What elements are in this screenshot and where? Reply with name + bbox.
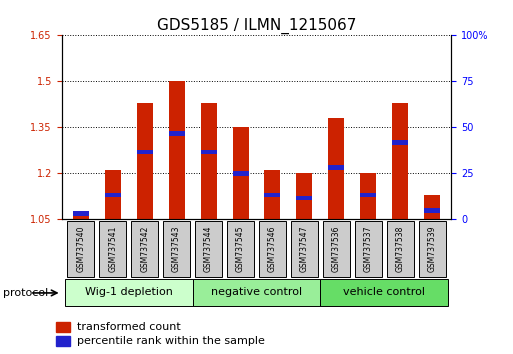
FancyBboxPatch shape: [387, 221, 413, 277]
Text: protocol: protocol: [3, 288, 48, 298]
Bar: [105, 170, 121, 219]
FancyBboxPatch shape: [163, 221, 190, 277]
FancyBboxPatch shape: [419, 221, 446, 277]
Bar: [232, 127, 248, 219]
Bar: [360, 193, 377, 197]
Bar: [392, 141, 408, 145]
Bar: [55, 336, 70, 346]
Text: GSM737542: GSM737542: [140, 225, 149, 272]
Bar: [201, 150, 216, 154]
Text: GSM737547: GSM737547: [300, 225, 309, 272]
Text: GSM737545: GSM737545: [236, 225, 245, 272]
Bar: [232, 171, 248, 176]
FancyBboxPatch shape: [65, 279, 192, 307]
FancyBboxPatch shape: [100, 221, 126, 277]
FancyBboxPatch shape: [227, 221, 254, 277]
Text: transformed count: transformed count: [76, 322, 181, 332]
Bar: [105, 193, 121, 197]
Bar: [136, 103, 153, 219]
FancyBboxPatch shape: [67, 221, 94, 277]
Text: Wig-1 depletion: Wig-1 depletion: [85, 287, 172, 297]
Bar: [265, 170, 281, 219]
FancyBboxPatch shape: [355, 221, 382, 277]
Bar: [328, 118, 344, 219]
Text: GSM737544: GSM737544: [204, 225, 213, 272]
Text: GSM737538: GSM737538: [396, 225, 405, 272]
FancyBboxPatch shape: [192, 279, 321, 307]
Bar: [169, 131, 185, 136]
Text: negative control: negative control: [211, 287, 302, 297]
Bar: [73, 213, 89, 219]
FancyBboxPatch shape: [259, 221, 286, 277]
Bar: [136, 150, 153, 154]
Bar: [73, 211, 89, 216]
Text: vehicle control: vehicle control: [343, 287, 425, 297]
FancyBboxPatch shape: [195, 221, 222, 277]
Bar: [169, 81, 185, 219]
Bar: [424, 208, 440, 212]
Bar: [201, 103, 216, 219]
Text: GSM737546: GSM737546: [268, 225, 277, 272]
Bar: [360, 173, 377, 219]
Text: GSM737539: GSM737539: [428, 225, 437, 272]
Bar: [265, 193, 281, 197]
FancyBboxPatch shape: [323, 221, 350, 277]
FancyBboxPatch shape: [131, 221, 158, 277]
Bar: [297, 196, 312, 200]
Text: percentile rank within the sample: percentile rank within the sample: [76, 336, 265, 346]
Text: GSM737541: GSM737541: [108, 225, 117, 272]
FancyBboxPatch shape: [321, 279, 448, 307]
Bar: [392, 103, 408, 219]
Bar: [297, 173, 312, 219]
Text: GSM737536: GSM737536: [332, 225, 341, 272]
Text: GSM737537: GSM737537: [364, 225, 373, 272]
Text: GSM737543: GSM737543: [172, 225, 181, 272]
Text: GSM737540: GSM737540: [76, 225, 85, 272]
FancyBboxPatch shape: [291, 221, 318, 277]
Title: GDS5185 / ILMN_1215067: GDS5185 / ILMN_1215067: [157, 18, 356, 34]
Bar: [424, 195, 440, 219]
Bar: [55, 322, 70, 332]
Bar: [328, 165, 344, 170]
